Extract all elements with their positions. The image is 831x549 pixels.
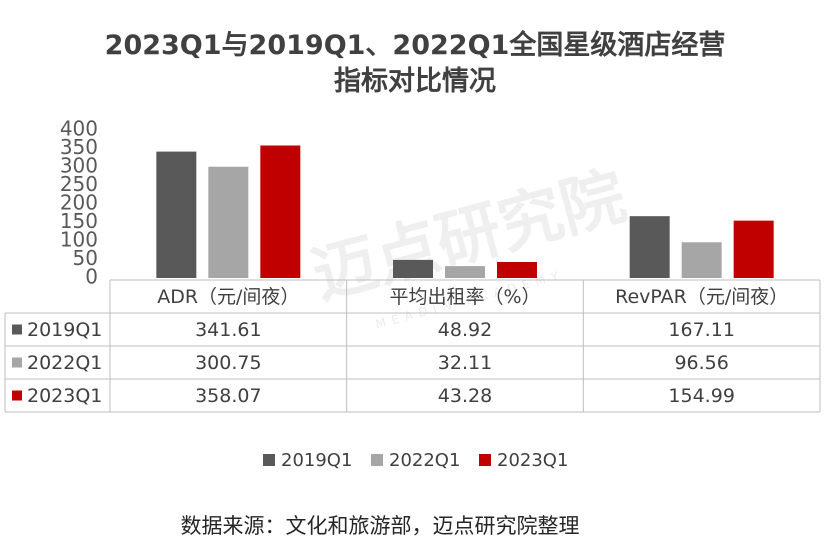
bar	[156, 151, 197, 278]
table-cell: 300.75	[195, 352, 261, 374]
y-tick-label: 400	[60, 117, 98, 141]
bar	[260, 145, 301, 278]
table-cell: 154.99	[668, 385, 734, 407]
bar	[445, 266, 485, 278]
table-row-label: 2023Q1	[27, 385, 102, 407]
table-row-label: 2022Q1	[27, 352, 102, 374]
chart-title: 2023Q1与2019Q1、2022Q1全国星级酒店经营指标对比情况	[104, 30, 726, 97]
bar	[497, 261, 537, 278]
y-tick-label: 0	[85, 265, 98, 289]
legend-swatch	[479, 454, 491, 466]
x-tick-label: 平均出租率（%）	[389, 286, 540, 308]
table-cell: 358.07	[195, 385, 261, 407]
x-tick-label: RevPAR（元/间夜）	[615, 286, 788, 308]
legend-label: 2023Q1	[497, 450, 568, 471]
y-tick-label: 350	[60, 135, 98, 159]
table-cell: 43.28	[438, 385, 492, 407]
bar	[629, 216, 670, 278]
y-tick-label: 100	[60, 228, 98, 252]
y-tick-label: 200	[60, 191, 98, 215]
legend-label: 2019Q1	[281, 450, 352, 471]
table-cell: 167.11	[668, 319, 734, 341]
table-cell: 32.11	[438, 352, 492, 374]
table-cell: 341.61	[195, 319, 261, 341]
table-swatch	[12, 390, 22, 401]
table-swatch	[12, 324, 22, 335]
bar	[393, 259, 433, 278]
table-swatch	[12, 357, 22, 368]
legend-label: 2022Q1	[389, 450, 460, 471]
table-cell: 96.56	[674, 352, 728, 374]
table-cell: 48.92	[438, 319, 492, 341]
legend-swatch	[371, 454, 383, 466]
bar	[681, 242, 722, 278]
y-tick-label: 50	[73, 246, 98, 270]
table-row-label: 2019Q1	[27, 319, 102, 341]
source-note: 数据来源：文化和旅游部，迈点研究院整理	[181, 514, 580, 538]
bar	[208, 166, 249, 278]
bar	[733, 220, 774, 278]
y-tick-label: 300	[60, 154, 98, 178]
y-tick-label: 250	[60, 172, 98, 196]
legend-swatch	[263, 454, 275, 466]
x-tick-label: ADR（元/间夜）	[157, 286, 299, 308]
y-tick-label: 150	[60, 209, 98, 233]
